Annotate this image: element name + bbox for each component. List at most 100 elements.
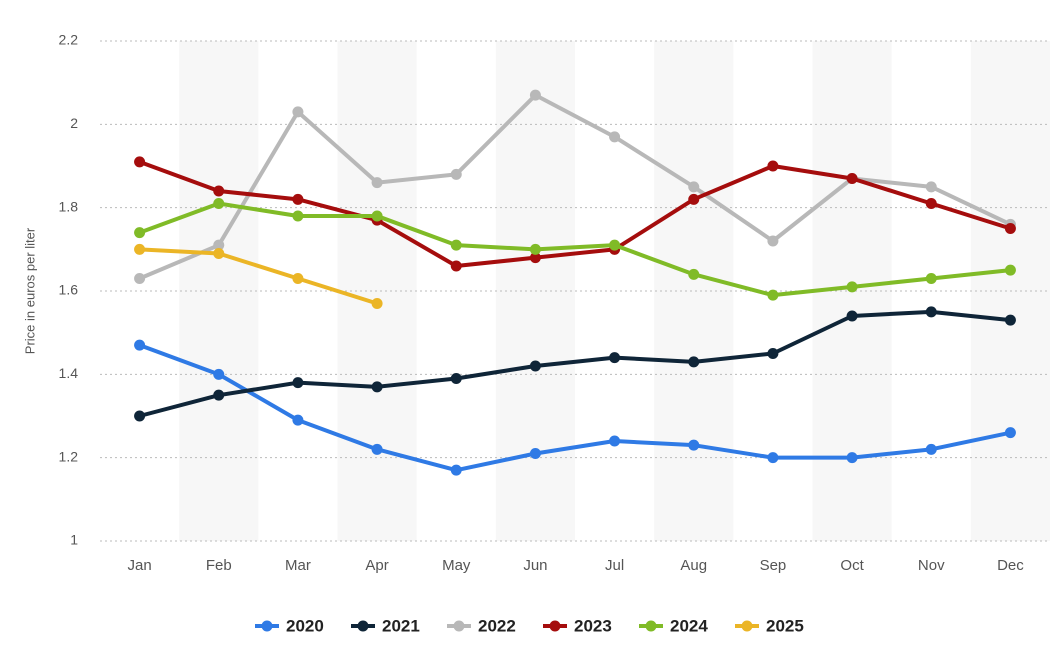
data-point: [688, 439, 700, 451]
series-line: [138, 201, 1011, 298]
x-tick-label: Jul: [605, 557, 624, 574]
data-point: [371, 210, 383, 222]
x-tick-label: Jan: [127, 557, 151, 574]
legend-swatch-dot: [261, 620, 273, 632]
data-point: [371, 443, 383, 455]
data-point: [529, 448, 541, 459]
legend-swatch-dot: [357, 620, 369, 632]
data-point: [767, 348, 779, 359]
data-point: [134, 410, 146, 422]
data-point: [925, 273, 937, 284]
data-point: [134, 243, 146, 255]
data-point: [134, 156, 146, 168]
data-point: [925, 443, 937, 455]
x-tick-label: Sep: [760, 557, 787, 574]
data-point: [292, 210, 304, 222]
data-point: [450, 260, 462, 272]
data-point: [213, 389, 225, 401]
legend-swatch-dot: [741, 620, 753, 632]
legend-swatch-dot: [645, 620, 657, 632]
y-axis-label: Price in euros per liter: [22, 227, 37, 354]
data-point: [371, 177, 383, 189]
data-point: [767, 160, 779, 172]
data-point: [134, 227, 146, 239]
series-line: [138, 93, 1012, 281]
legend-swatch-dot: [549, 620, 561, 632]
x-tick-label: Oct: [840, 557, 864, 574]
data-point: [767, 452, 779, 464]
data-point: [609, 352, 621, 364]
data-point: [213, 185, 225, 197]
data-point: [450, 373, 462, 384]
x-tick-label: Nov: [918, 557, 945, 574]
data-point: [767, 235, 779, 247]
y-tick-label: 1.8: [59, 198, 79, 214]
data-point: [846, 310, 858, 322]
data-point: [292, 377, 304, 389]
data-point: [925, 181, 937, 193]
data-point: [688, 356, 700, 368]
data-point: [529, 243, 541, 255]
data-point: [925, 306, 937, 318]
series-line: [139, 309, 1011, 418]
y-tick-label: 1.4: [59, 365, 79, 381]
data-point: [450, 464, 462, 476]
data-point: [529, 252, 541, 264]
series-line: [139, 247, 378, 306]
data-point: [292, 414, 304, 426]
legend-label: 2025: [766, 616, 804, 635]
x-tick-label: Jun: [523, 557, 547, 574]
data-point: [1004, 314, 1016, 326]
legend-label: 2020: [286, 616, 324, 635]
data-point: [767, 289, 779, 301]
data-point: [846, 173, 858, 184]
x-tick-label: Dec: [997, 557, 1024, 574]
data-point: [529, 89, 541, 101]
data-point: [529, 360, 541, 372]
data-point: [292, 193, 304, 205]
data-point: [846, 452, 858, 464]
data-point: [213, 368, 225, 380]
data-point: [292, 273, 304, 284]
data-point: [213, 198, 225, 209]
y-tick-label: 1.2: [59, 448, 79, 464]
data-point: [450, 239, 462, 251]
x-tick-label: Apr: [365, 557, 388, 574]
legend-label: 2024: [670, 616, 708, 635]
data-point: [1004, 264, 1016, 276]
column-band: [337, 41, 417, 541]
data-point: [213, 239, 225, 251]
series-line: [138, 159, 1012, 268]
legend-swatch-dot: [453, 620, 465, 632]
data-point: [688, 193, 700, 205]
x-tick-label: Feb: [206, 557, 232, 574]
y-tick-label: 1: [70, 532, 78, 548]
data-point: [1004, 223, 1016, 234]
data-point: [609, 239, 621, 251]
data-point: [925, 198, 937, 209]
data-point: [134, 273, 146, 284]
data-point: [688, 181, 700, 193]
y-tick-label: 1.6: [59, 282, 79, 298]
data-point: [134, 339, 146, 351]
data-point: [371, 298, 383, 309]
series-line: [138, 343, 1011, 473]
data-point: [1004, 427, 1016, 439]
legend-label: 2022: [478, 616, 516, 635]
y-tick-label: 2.2: [59, 32, 79, 48]
data-point: [688, 268, 700, 280]
data-point: [371, 381, 383, 393]
x-tick-label: Aug: [680, 557, 707, 574]
x-tick-label: May: [442, 557, 471, 574]
legend-label: 2021: [382, 616, 420, 635]
data-point: [846, 281, 858, 293]
data-point: [609, 131, 621, 143]
x-tick-label: Mar: [285, 557, 311, 574]
data-point: [213, 248, 225, 259]
data-point: [292, 106, 304, 118]
y-tick-label: 2: [70, 115, 78, 131]
data-point: [450, 168, 462, 180]
legend-label: 2023: [574, 616, 612, 635]
data-point: [609, 435, 621, 447]
